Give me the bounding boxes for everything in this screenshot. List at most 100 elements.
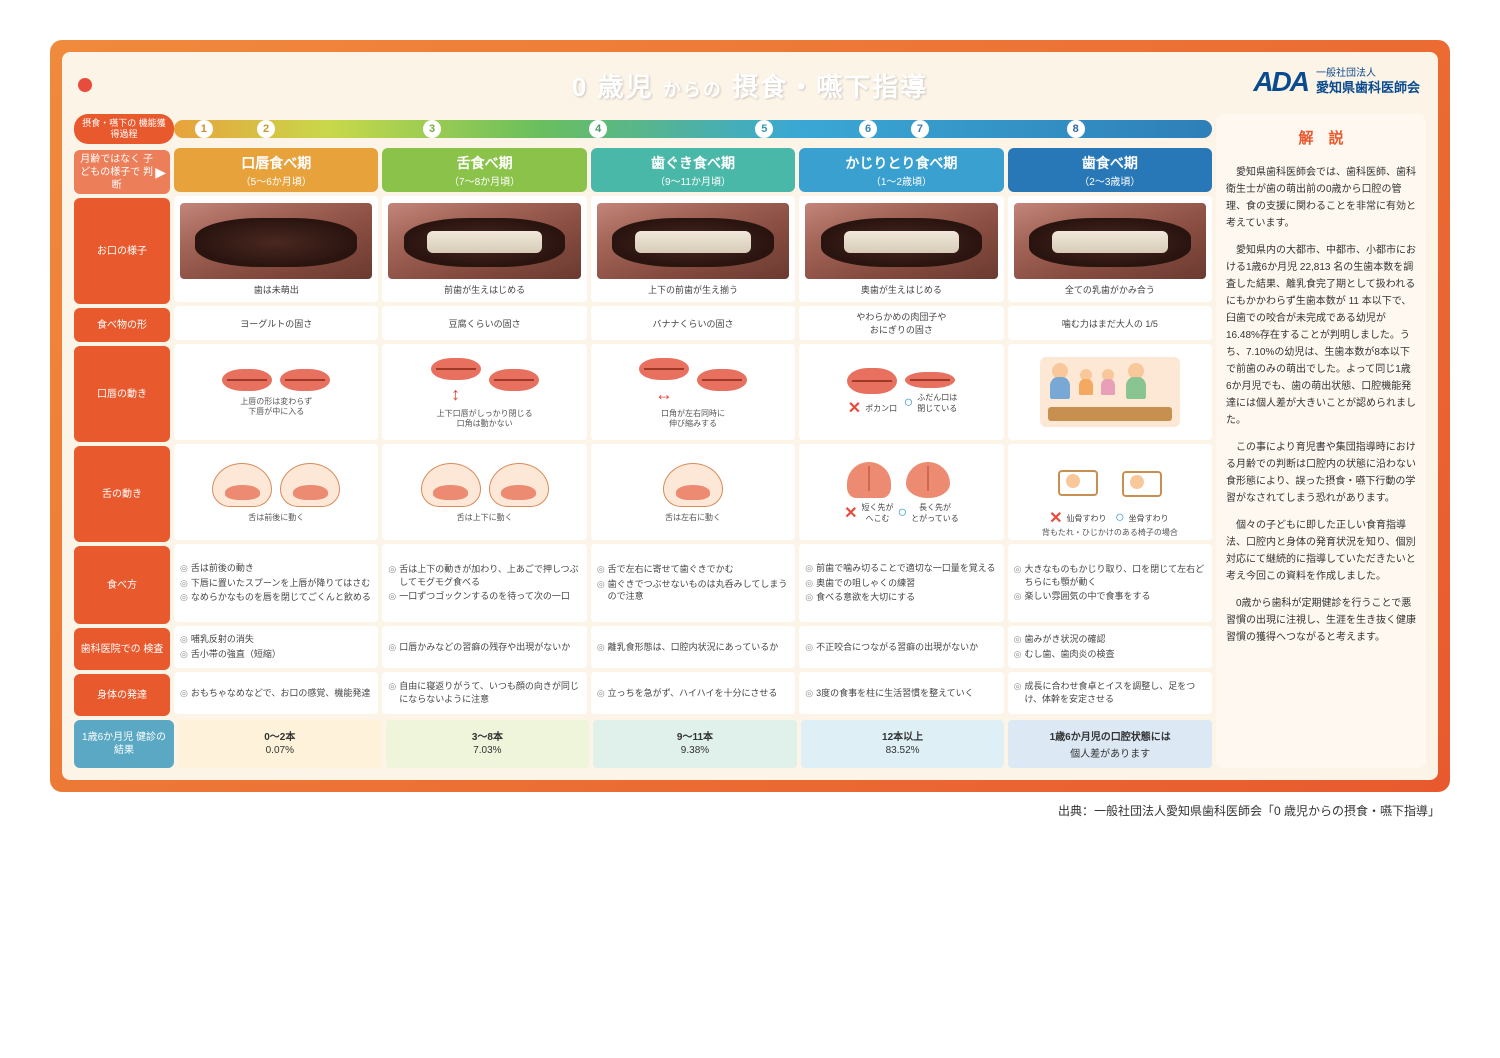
- footer-cell: 9～11本9.38%: [593, 720, 797, 768]
- cell-dental: 不正咬合につながる習癖の出現がないか: [799, 626, 1003, 668]
- cell-eating: 大きなものもかじり取り、口を閉じて左右どちらにも顎が動く楽しい雰囲気の中で食事を…: [1008, 544, 1212, 622]
- cell-lips: ↕上下口唇がしっかり閉じる 口角は動かない: [382, 344, 586, 440]
- sidebar-paragraph: 0歳から歯科が定期健診を行うことで悪習慣の出現に注視し、生涯を生き抜く健康習慣の…: [1226, 595, 1416, 646]
- footer-pct: 83.52%: [809, 745, 997, 756]
- cell-dental: 歯みがき状況の確認むし歯、歯肉炎の検査: [1008, 626, 1212, 668]
- x-mark-icon: ✕: [844, 503, 857, 523]
- judge-label: 月齢ではなく 子どもの様子で 判断▶: [74, 150, 170, 194]
- stage-name: 口唇食べ期: [180, 153, 372, 173]
- poster-inner: 0 歳児 からの 摂食・嚥下指導 ADA 一般社団法人 愛知県歯科医師会 摂食・…: [62, 52, 1438, 780]
- lips-icon: [431, 358, 481, 380]
- cell-tongue: 舌は前後に動く: [174, 444, 378, 540]
- footer-label: 1歳6か月児 健診の結果: [74, 720, 174, 768]
- bullet-item: 舌は上下の動きが加わり、上あごで押しつぶしてモグモグ食べる: [388, 563, 580, 588]
- mouth-caption: 前歯が生えはじめる: [444, 283, 525, 296]
- stage-col-3: かじりとり食べ期（1～2歳頃）奥歯が生えはじめるやわらかめの肉団子や おにぎりの…: [799, 148, 1003, 718]
- footer-cell: 12本以上83.52%: [801, 720, 1005, 768]
- timeline-num-1: 1: [195, 120, 213, 138]
- footer-pct: 9.38%: [601, 745, 789, 756]
- stage-age: （2～3歳頃）: [1014, 173, 1206, 188]
- mouth-photo-icon: [1014, 203, 1206, 279]
- timeline-num-4: 4: [589, 120, 607, 138]
- footer-cells: 0～2本0.07%3～8本7.03%9～11本9.38%12本以上83.52%1…: [178, 720, 1212, 768]
- timeline-num-8: 8: [1067, 120, 1085, 138]
- stage-col-1: 舌食べ期（7～8か月頃）前歯が生えはじめる豆腐くらいの固さ↕上下口唇がしっかり閉…: [382, 148, 586, 718]
- stage-header: 歯食べ期（2～3歳頃）: [1008, 148, 1212, 192]
- stage-columns: 口唇食べ期（5～6か月頃）歯は未萌出ヨーグルトの固さ上唇の形は変わらず 下唇が中…: [174, 148, 1212, 718]
- stage-header: かじりとり食べ期（1～2歳頃）: [799, 148, 1003, 192]
- org-name-main: 愛知県歯科医師会: [1316, 80, 1420, 97]
- bullet-item: 不正咬合につながる習癖の出現がないか: [805, 641, 997, 654]
- cell-lips: [1008, 344, 1212, 440]
- stage-name: 歯ぐき食べ期: [597, 153, 789, 173]
- cell-body: 自由に寝返りがうて、いつも顔の向きが同じにならないように注意: [382, 672, 586, 714]
- row-label-food: 食べ物の形: [74, 308, 170, 342]
- chair-good-icon: [1112, 447, 1172, 507]
- food-text: 豆腐くらいの固さ: [449, 317, 521, 330]
- header: 0 歳児 からの 摂食・嚥下指導 ADA 一般社団法人 愛知県歯科医師会: [70, 60, 1430, 110]
- ada-logo-icon: ADA: [1253, 66, 1308, 98]
- row-label-mouth: お口の様子: [74, 198, 170, 304]
- bullet-item: 離乳食形態は、口腔内状況にあっているか: [597, 641, 789, 654]
- cell-dental: 口唇かみなどの習癖の残存や出現がないか: [382, 626, 586, 668]
- row-label-tongue: 舌の動き: [74, 446, 170, 542]
- timeline-num-3: 3: [423, 120, 441, 138]
- sidebar-paragraph: 愛知県内の大都市、中都市、小都市における1歳6か月児 22,813 名の生歯本数…: [1226, 242, 1416, 429]
- bullet-item: 大きなものもかじり取り、口を閉じて左右どちらにも顎が動く: [1014, 563, 1206, 588]
- o-mark-icon: ○: [1115, 509, 1125, 527]
- lips-icon: [489, 369, 539, 391]
- lips-open-icon: [847, 368, 897, 394]
- stage-col-2: 歯ぐき食べ期（9～11か月頃）上下の前歯が生え揃うバナナくらいの固さ↔口角が左右…: [591, 148, 795, 718]
- bullet-item: 舌は前後の動き: [180, 562, 372, 575]
- footer-pct: 7.03%: [394, 745, 582, 756]
- cell-body: 成長に合わせ食卓とイスを調整し、足をつけ、体幹を安定させる: [1008, 672, 1212, 714]
- lips-icon: [697, 369, 747, 391]
- food-text: バナナくらいの固さ: [653, 317, 734, 330]
- footer-teeth: 1歳6か月児の口腔状態には: [1050, 732, 1171, 743]
- explanation-sidebar: 解 説 愛知県歯科医師会では、歯科医師、歯科衛生士が歯の萌出前の0歳から口腔の管…: [1216, 114, 1426, 768]
- cell-mouth: 上下の前歯が生え揃う: [591, 196, 795, 302]
- chair-note: 背もたれ・ひじかけのある椅子の場合: [1042, 528, 1178, 538]
- footer-row: 1歳6か月児 健診の結果 0～2本0.07%3～8本7.03%9～11本9.38…: [74, 720, 1212, 768]
- chair-bad-icon: [1048, 446, 1108, 506]
- stage-col-4: 歯食べ期（2～3歳頃）全ての乳歯がかみ合う噛む力はまだ大人の 1/5✕仙骨すわり…: [1008, 148, 1212, 718]
- stage-age: （5～6か月頃）: [180, 173, 372, 188]
- cell-mouth: 奥歯が生えはじめる: [799, 196, 1003, 302]
- mouth-caption: 上下の前歯が生え揃う: [648, 283, 738, 296]
- lips-icon: [639, 358, 689, 380]
- row-label-body: 身体の発達: [74, 674, 170, 716]
- mouth-diagram-icon: [489, 463, 549, 507]
- stage-header: 歯ぐき食べ期（9～11か月頃）: [591, 148, 795, 192]
- cell-dental: 哺乳反射の消失舌小帯の強直（短縮）: [174, 626, 378, 668]
- bullet-item: 立っちを急がず、ハイハイを十分にさせる: [597, 687, 789, 700]
- timeline-row: 摂食・嚥下の 機能獲得過程 12345678: [74, 114, 1212, 144]
- stage-age: （9～11か月頃）: [597, 173, 789, 188]
- cell-body: おもちゃなめなどで、お口の感覚、機能発達: [174, 672, 378, 714]
- sidebar-paragraph: 愛知県歯科医師会では、歯科医師、歯科衛生士が歯の萌出前の0歳から口腔の管理、食の…: [1226, 164, 1416, 232]
- mouth-photo-icon: [180, 203, 372, 279]
- bullet-item: 楽しい雰囲気の中で食事をする: [1014, 590, 1206, 603]
- x-mark-icon: ✕: [1049, 508, 1062, 528]
- stage-name: 歯食べ期: [1014, 153, 1206, 173]
- cell-dental: 離乳食形態は、口腔内状況にあっているか: [591, 626, 795, 668]
- stage-age: （1～2歳頃）: [805, 173, 997, 188]
- tongue-long-icon: [906, 462, 950, 498]
- mouth-caption: 奥歯が生えはじめる: [861, 283, 942, 296]
- cell-tongue: ✕短く先が へこむ○長く先が とがっている: [799, 444, 1003, 540]
- mouth-photo-icon: [805, 203, 997, 279]
- stage-grid: 月齢ではなく 子どもの様子で 判断▶ お口の様子 食べ物の形 口唇の動き 舌の動…: [74, 148, 1212, 718]
- o-mark-icon: ○: [897, 504, 907, 522]
- bullet-item: むし歯、歯肉炎の検査: [1014, 648, 1206, 661]
- stage-col-0: 口唇食べ期（5～6か月頃）歯は未萌出ヨーグルトの固さ上唇の形は変わらず 下唇が中…: [174, 148, 378, 718]
- row-label-dental: 歯科医院での 検査: [74, 628, 170, 670]
- cell-mouth: 歯は未萌出: [174, 196, 378, 302]
- timeline-num-7: 7: [911, 120, 929, 138]
- tongue-short-icon: [847, 462, 891, 498]
- lips-icon: [222, 369, 272, 391]
- cell-tongue: ✕仙骨すわり○坐骨すわり背もたれ・ひじかけのある椅子の場合: [1008, 444, 1212, 540]
- bullet-item: 下唇に置いたスプーンを上唇が降りてはさむ: [180, 577, 372, 590]
- stage-age: （7～8か月頃）: [388, 173, 580, 188]
- corner-dot-icon: [78, 78, 92, 92]
- tongue-caption: 舌は左右に動く: [665, 513, 721, 523]
- bullet-item: 舌小帯の強直（短縮）: [180, 648, 372, 661]
